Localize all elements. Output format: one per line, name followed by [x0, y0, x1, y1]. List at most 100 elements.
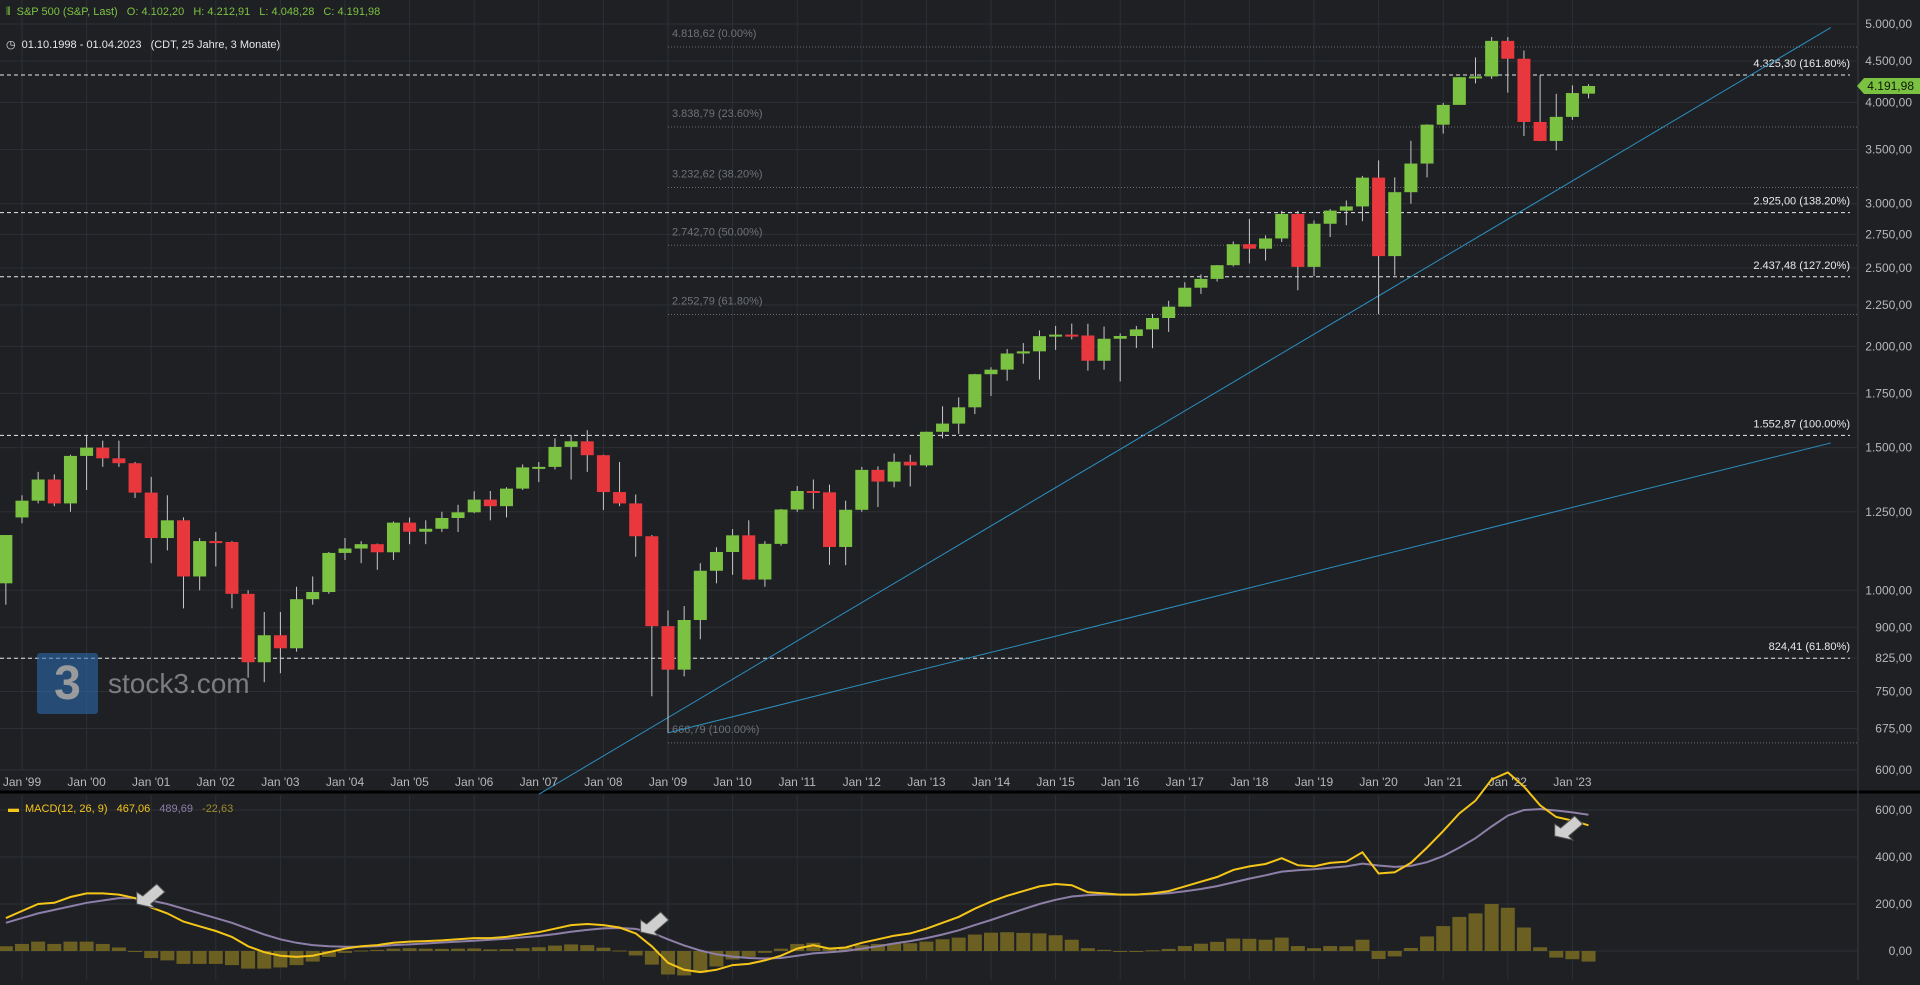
- trend-lines: [538, 27, 1832, 795]
- extension-level-label: 2.437,48 (127.20%): [1753, 260, 1850, 272]
- macd-color-icon: ▬: [8, 803, 19, 815]
- macd-histogram-bar: [1064, 939, 1079, 951]
- crossover-arrow-icon: [136, 883, 166, 909]
- candle-up: [1210, 265, 1224, 279]
- y-tick-label: 825,00: [1875, 651, 1912, 665]
- candle-down: [1081, 335, 1095, 361]
- candle-up: [936, 423, 950, 432]
- x-tick-label: Jan '12: [843, 775, 882, 789]
- candle-up: [1275, 213, 1289, 239]
- chart-type-icon[interactable]: ⫴: [6, 6, 11, 18]
- trend-line: [667, 442, 1831, 734]
- candle-down: [580, 441, 594, 456]
- candle-up: [1388, 192, 1402, 257]
- candle-up: [31, 479, 45, 501]
- candle-down: [144, 492, 158, 539]
- candle-up: [160, 520, 174, 539]
- macd-histogram-bar: [273, 951, 288, 968]
- candle-down: [871, 469, 885, 482]
- candle-down: [273, 635, 287, 649]
- y-tick-label: 1.500,00: [1865, 441, 1912, 455]
- y-tick-label: 1.250,00: [1865, 505, 1912, 519]
- candle-up: [500, 488, 513, 507]
- clock-icon[interactable]: ◷: [6, 39, 16, 51]
- candle-up: [80, 447, 94, 456]
- symbol-name[interactable]: S&P 500 (S&P, Last): [16, 6, 118, 18]
- macd-title[interactable]: MACD(12, 26, 9): [25, 803, 108, 815]
- macd-histogram-bar: [208, 951, 223, 964]
- histogram-value: -22,63: [202, 803, 234, 815]
- candle-up: [1259, 238, 1273, 249]
- macd-histogram-bar: [192, 951, 207, 964]
- y-tick-label: 3.000,00: [1865, 197, 1912, 211]
- watermark: 3 stock3.com: [37, 653, 250, 714]
- candle-down: [177, 520, 190, 577]
- macd-histogram-bar: [951, 937, 966, 951]
- candle-up: [1226, 244, 1240, 266]
- candle-up: [548, 446, 562, 467]
- macd-histogram-bar: [257, 951, 272, 969]
- candle-up: [386, 522, 400, 553]
- y-tick-label: 900,00: [1875, 620, 1912, 634]
- macd-histogram-bar: [434, 948, 449, 951]
- candle-down: [806, 490, 820, 493]
- candle-up: [1178, 287, 1192, 307]
- macd-histogram-bar: [1080, 948, 1095, 951]
- candle-down: [128, 463, 142, 493]
- candle-up: [532, 466, 546, 469]
- x-tick-label: Jan '21: [1424, 775, 1463, 789]
- candle-down: [1372, 177, 1386, 257]
- candle-up: [1194, 278, 1208, 288]
- macd-histogram-bar: [984, 932, 998, 951]
- candle-up: [1355, 177, 1369, 207]
- macd-histogram-bar: [725, 951, 740, 960]
- macd-histogram-bar: [1210, 941, 1225, 951]
- macd-histogram-bar: [499, 949, 514, 951]
- y-tick-label: 1.000,00: [1865, 583, 1912, 597]
- y-tick-label: 5.000,00: [1865, 17, 1912, 31]
- macd-histogram-bar: [370, 949, 385, 951]
- macd-histogram-bar: [596, 947, 611, 951]
- fib-level-label: 3.232,62 (38.20%): [672, 168, 763, 180]
- date-range[interactable]: 01.10.1998 - 01.04.2023: [21, 39, 142, 51]
- macd-histogram-bar: [870, 943, 885, 951]
- fibonacci-levels: 4.818,62 (0.00%) 3.838,79 (23.60%) 3.232,6…: [668, 28, 1858, 744]
- macd-histogram-bar: [1258, 939, 1273, 951]
- macd-histogram-bar: [1420, 936, 1435, 951]
- macd-histogram-bar: [1565, 951, 1580, 960]
- candle-up: [887, 461, 901, 482]
- x-tick-label: Jan '11: [778, 775, 816, 789]
- macd-histogram-bar: [418, 948, 433, 951]
- candle-up: [290, 599, 304, 649]
- x-tick-label: Jan '04: [326, 775, 365, 789]
- candle-up: [257, 635, 271, 663]
- candle-up: [952, 407, 966, 424]
- candle-down: [613, 492, 627, 504]
- candle-up: [63, 455, 77, 504]
- candle-down: [1291, 213, 1305, 267]
- candle-down: [823, 492, 836, 547]
- candle-down: [661, 626, 675, 670]
- x-tick-label: Jan '03: [261, 775, 300, 789]
- macd-value: 467,06: [116, 803, 151, 815]
- candle-up: [516, 467, 530, 489]
- candle-down: [112, 458, 126, 464]
- macd-histogram-bar: [1387, 951, 1402, 957]
- macd-histogram-bar: [741, 951, 756, 957]
- macd-histogram-bar: [1516, 927, 1531, 951]
- macd-histogram-bar: [176, 951, 191, 964]
- macd-histogram-bar: [95, 943, 110, 951]
- macd-histogram-bar: [1484, 904, 1499, 951]
- candle-down: [596, 455, 610, 493]
- fib-level-label: 3.838,79 (23.60%): [672, 108, 763, 120]
- macd-histogram-bar: [1500, 907, 1515, 951]
- macd-histogram-bar: [1371, 951, 1386, 959]
- macd-histogram-bar: [547, 945, 562, 951]
- watermark-logo-char: 3: [54, 657, 81, 710]
- crossover-arrow-icon: [640, 911, 670, 937]
- candle-down: [483, 499, 497, 507]
- macd-histogram-bar: [1274, 937, 1289, 951]
- macd-histogram-bar: [0, 946, 13, 951]
